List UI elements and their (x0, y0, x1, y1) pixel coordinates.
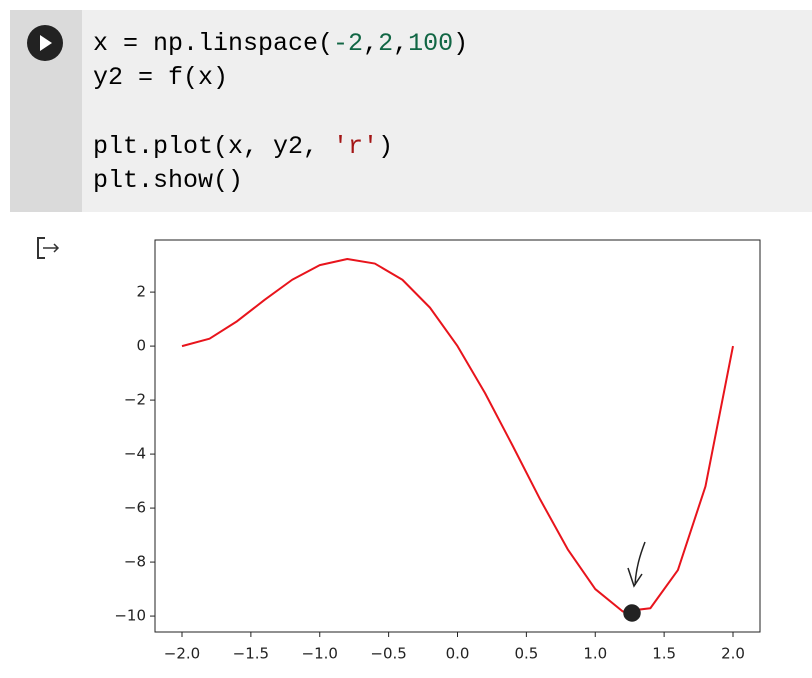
x-tick-label: −1.5 (233, 645, 269, 663)
code-token: , (363, 29, 378, 58)
code-token: 'r' (333, 132, 378, 161)
y-tick-label: −6 (124, 499, 146, 517)
x-tick-label: 1.0 (583, 645, 607, 663)
run-button[interactable] (27, 25, 63, 61)
code-token: x = np.linspace( (93, 29, 333, 58)
code-line: y2 = f(x) (93, 63, 228, 92)
y-tick-label: 2 (136, 283, 146, 301)
x-tick-label: −2.0 (164, 645, 200, 663)
annotation-dot (623, 604, 641, 622)
code-token: ) (378, 132, 393, 161)
code-token: 2 (378, 29, 393, 58)
plot: 2 0 −2 −4 −6 −8 −10 −2.0 −1.5 −1.0 −0.5 0.0 0.5 1.0 1.… (114, 239, 761, 663)
code-line: plt.show() (93, 166, 243, 195)
line-series (181, 258, 734, 613)
x-tick-label: 0.5 (514, 645, 538, 663)
output-icon[interactable] (37, 237, 60, 259)
x-tick-label: −1.0 (302, 645, 338, 663)
annotation-arrow-head (627, 567, 643, 588)
annotation-arrow (634, 541, 646, 586)
code-token: ) (453, 29, 468, 58)
x-tick-label: −0.5 (370, 645, 406, 663)
code-token: , (393, 29, 408, 58)
code-line: plt.plot(x, y2, 'r') (93, 132, 393, 161)
y-tick-label: −4 (124, 445, 146, 463)
code-token: -2 (333, 29, 363, 58)
x-tick-label: 1.5 (652, 645, 676, 663)
y-tick-label: 0 (136, 337, 146, 355)
y-tick-label: −10 (114, 607, 146, 625)
y-tick-label: −8 (124, 553, 146, 571)
code-token: 100 (408, 29, 453, 58)
run-icon[interactable] (40, 35, 52, 51)
plot-frame (154, 239, 761, 633)
y-tick-label: −2 (124, 391, 146, 409)
code-token: y2 = f(x) (93, 63, 228, 92)
output-icon-box[interactable] (37, 237, 45, 259)
code-token: plt.plot(x, y2, (93, 132, 333, 161)
x-tick-label: 0.0 (446, 645, 470, 663)
hand-annotation (623, 541, 646, 622)
x-tick-label: 2.0 (721, 645, 745, 663)
output-icon-arrow[interactable] (43, 243, 60, 253)
code-cell (10, 10, 812, 212)
code-token: plt.show() (93, 166, 243, 195)
code-line: x = np.linspace(-2,2,100) (93, 29, 468, 58)
